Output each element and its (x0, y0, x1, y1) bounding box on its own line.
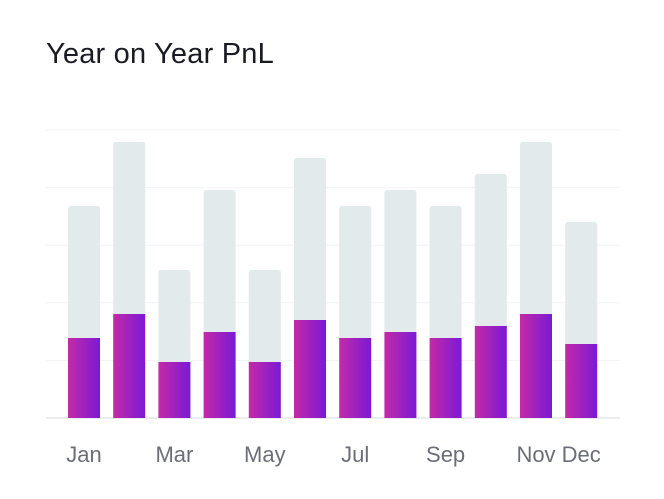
tick-label-may: May (244, 442, 286, 467)
bar-pnl-dec (565, 344, 598, 418)
bar-pnl-mar (158, 362, 191, 418)
chart-title: Year on Year PnL (46, 38, 274, 70)
bar-pnl-nov (520, 314, 552, 418)
bar-pnl-jan (68, 338, 100, 418)
bar-pnl-sep (429, 338, 462, 418)
pnl-bars (68, 314, 598, 418)
bar-pnl-may (248, 362, 281, 418)
tick-label-jul: Jul (341, 442, 369, 467)
bar-pnl-jul (339, 338, 372, 418)
tick-label-dec: Dec (562, 442, 601, 467)
x-axis-tick-labels: Jan Mar May Jul Sep Nov Dec (66, 442, 601, 467)
tick-label-mar: Mar (155, 442, 193, 467)
tick-label-sep: Sep (426, 442, 465, 467)
bar-pnl-aug (384, 332, 417, 418)
total-bars (68, 142, 598, 418)
tick-label-jan: Jan (66, 442, 101, 467)
tick-label-nov: Nov (516, 442, 555, 467)
bar-pnl-oct (474, 326, 507, 418)
bar-pnl-jun (294, 320, 326, 418)
bar-pnl-apr (203, 332, 236, 418)
bar-pnl-feb (113, 314, 146, 418)
